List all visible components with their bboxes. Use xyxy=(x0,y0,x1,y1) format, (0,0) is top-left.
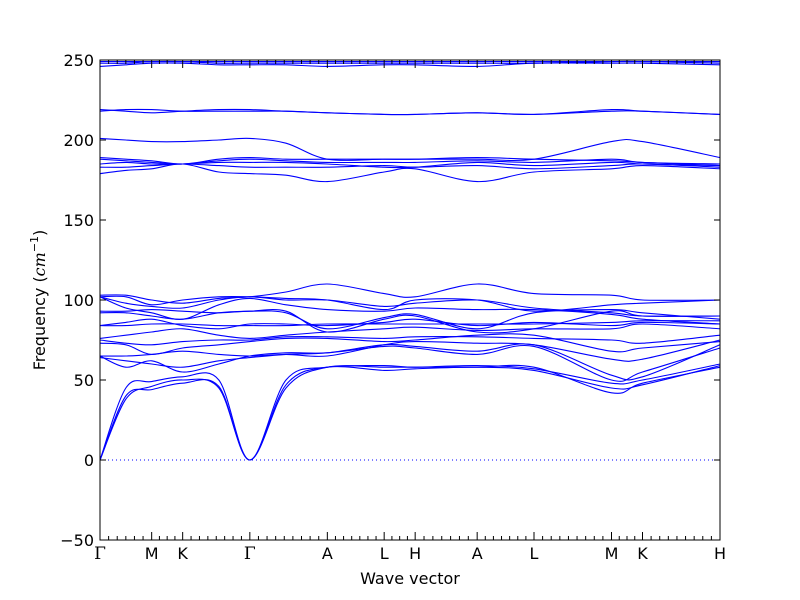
x-axis-label: Wave vector xyxy=(360,569,460,588)
x-tick-label: M xyxy=(605,544,619,563)
y-tick-label: −50 xyxy=(60,531,94,550)
band-line-13 xyxy=(99,309,721,330)
band-line-18 xyxy=(99,163,721,183)
x-tick-label: Γ xyxy=(94,544,106,564)
y-tick-label: 250 xyxy=(63,51,94,70)
x-tick-label: L xyxy=(530,544,539,563)
band-line-17 xyxy=(99,283,721,304)
y-axis-label-close: ) xyxy=(30,230,49,236)
band-line-19 xyxy=(99,163,721,170)
x-tick-label: L xyxy=(380,544,389,563)
x-tick-label: A xyxy=(472,544,483,563)
y-axis-label-unit: cm xyxy=(30,252,49,276)
y-tick-label: 200 xyxy=(63,131,94,150)
y-axis-label: Frequency (cm−1) xyxy=(28,230,49,371)
band-line-5 xyxy=(99,343,721,381)
band-line-23 xyxy=(99,137,721,162)
axis-ticks xyxy=(99,59,721,541)
x-tick-label: M xyxy=(145,544,159,563)
band-line-10 xyxy=(99,318,721,330)
plot-frame xyxy=(99,59,721,541)
band-line-25 xyxy=(99,108,721,116)
x-tick-label: K xyxy=(177,544,188,563)
band-line-7 xyxy=(99,333,721,355)
y-axis-label-text: Frequency ( xyxy=(30,276,49,370)
x-tick-label: H xyxy=(409,544,421,563)
y-tick-label: 50 xyxy=(74,371,94,390)
band-lines xyxy=(99,60,721,461)
x-tick-label: A xyxy=(322,544,333,563)
x-tick-label: Γ xyxy=(244,544,256,564)
band-line-14 xyxy=(99,296,721,325)
band-line-3 xyxy=(99,363,721,461)
band-line-11 xyxy=(99,320,721,327)
y-axis-label-exponent: −1 xyxy=(28,236,41,252)
y-tick-label: 150 xyxy=(63,211,94,230)
y-tick-label: 100 xyxy=(63,291,94,310)
y-tick-label: 0 xyxy=(84,451,94,470)
band-line-16 xyxy=(99,295,721,312)
x-tick-label: K xyxy=(637,544,648,563)
band-line-8 xyxy=(99,334,721,346)
band-line-20 xyxy=(99,161,721,169)
x-tick-label: H xyxy=(714,544,726,563)
band-line-21 xyxy=(99,158,721,165)
